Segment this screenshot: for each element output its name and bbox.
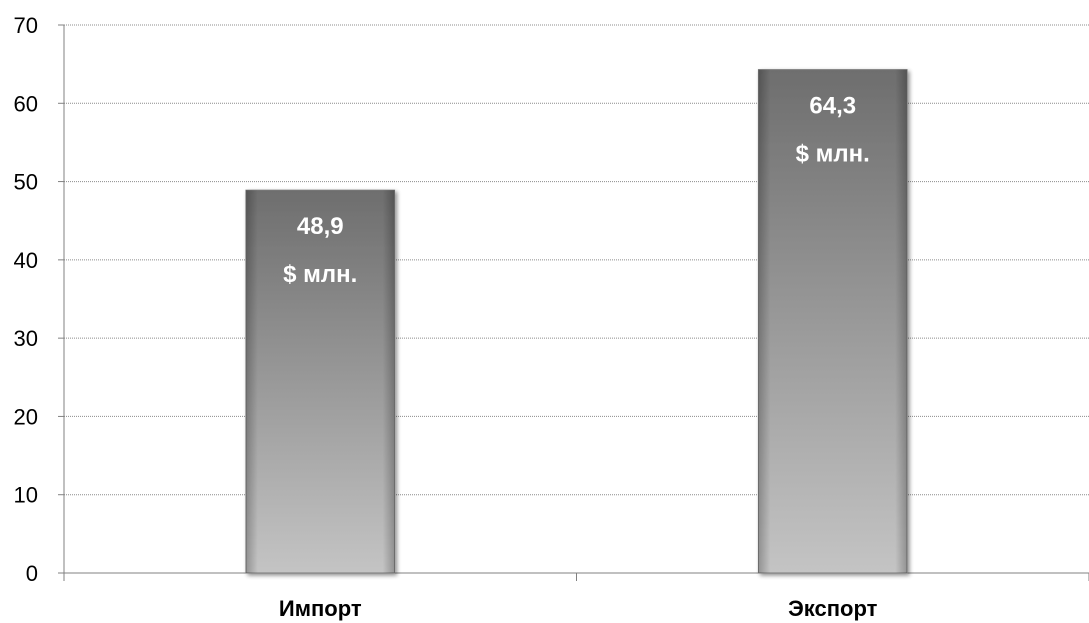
x-category-label: Экспорт xyxy=(788,596,877,621)
bar-shading xyxy=(245,190,395,573)
axes xyxy=(58,24,1089,581)
data-labels: 48,9 $ млн. 64,3 $ млн. xyxy=(283,93,870,289)
y-tick-label: 60 xyxy=(14,91,38,116)
gridlines xyxy=(64,24,1089,496)
x-axis-categories: Импорт Экспорт xyxy=(279,596,878,621)
y-tick-label: 30 xyxy=(14,326,38,351)
data-label-unit: $ млн. xyxy=(796,141,870,168)
y-tick-label: 20 xyxy=(14,404,38,429)
y-tick-label: 70 xyxy=(14,13,38,38)
y-axis-ticks: 0 10 20 30 40 50 60 70 xyxy=(14,13,38,586)
bars xyxy=(245,69,908,574)
y-tick-label: 40 xyxy=(14,248,38,273)
bar-shading xyxy=(758,69,908,573)
x-category-label: Импорт xyxy=(279,596,362,621)
y-tick-label: 0 xyxy=(26,561,38,586)
y-tick-label: 10 xyxy=(14,483,38,508)
data-label-unit: $ млн. xyxy=(283,261,357,288)
y-tick-label: 50 xyxy=(14,170,38,195)
data-label-value: 48,9 xyxy=(297,213,344,240)
data-label-value: 64,3 xyxy=(809,93,856,120)
